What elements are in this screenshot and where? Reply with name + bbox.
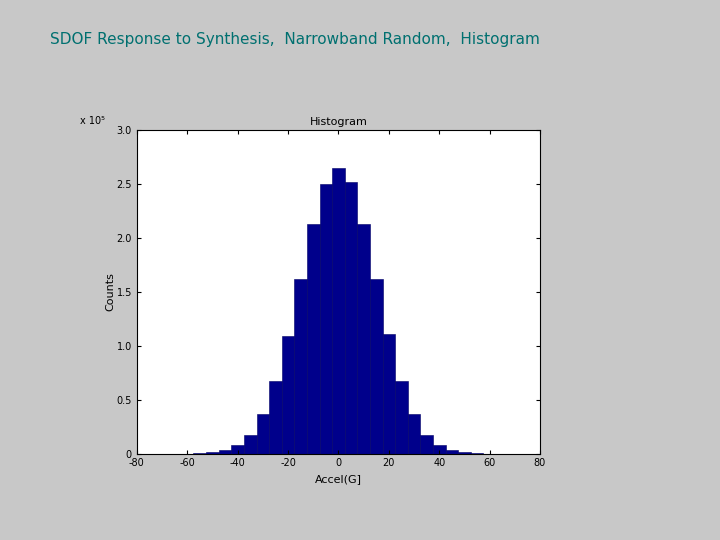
Bar [433,445,446,454]
Bar [244,435,256,454]
Bar [282,335,294,454]
Y-axis label: Counts: Counts [105,272,115,311]
Bar [345,183,357,454]
Bar [395,381,408,454]
Bar [446,450,458,454]
Bar [256,414,269,454]
Bar [206,453,219,454]
Bar [294,279,307,454]
Text: SDOF Response to Synthesis,  Narrowband Random,  Histogram: SDOF Response to Synthesis, Narrowband R… [50,32,540,48]
Bar [332,168,345,454]
Title: Histogram: Histogram [310,117,367,127]
Bar [307,224,320,454]
Bar [382,334,395,454]
X-axis label: Accel(G]: Accel(G] [315,474,362,484]
Bar [269,381,282,454]
Bar [219,450,231,454]
Text: x 10⁵: x 10⁵ [81,116,105,126]
Bar [420,435,433,454]
Bar [408,415,420,454]
Bar [458,453,471,454]
Bar [320,184,332,454]
Bar [357,224,370,454]
Bar [370,279,382,454]
Bar [231,446,244,454]
